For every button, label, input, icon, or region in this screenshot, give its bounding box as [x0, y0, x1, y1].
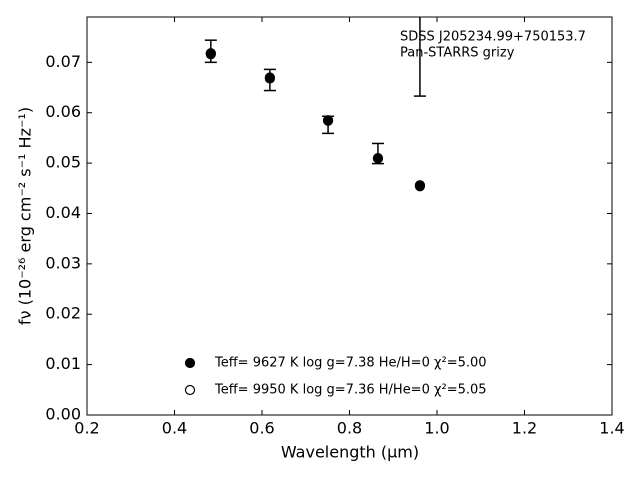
data-point — [264, 72, 275, 83]
legend-label: Teff= 9627 K log g=7.38 He/H=0 χ²=5.00 — [214, 356, 487, 371]
y-axis-label: fν (10⁻²⁶ erg cm⁻² s⁻¹ Hz⁻¹) — [16, 107, 35, 325]
x-tick-label: 0.8 — [337, 419, 362, 438]
y-tick-label: 0.04 — [45, 203, 81, 222]
x-tick-label: 1.2 — [512, 419, 537, 438]
y-tick-label: 0.01 — [45, 354, 81, 373]
x-axis-label: Wavelength (μm) — [281, 443, 419, 462]
plot-area — [204, 17, 426, 192]
y-tick-label: 0.00 — [45, 405, 81, 424]
data-point — [414, 180, 426, 191]
data-point — [205, 48, 216, 59]
annotation: Pan-STARRS grizy — [400, 46, 515, 61]
x-tick-label: 1.0 — [424, 419, 449, 438]
y-tick-label: 0.05 — [45, 153, 81, 172]
x-tick-label: 0.4 — [162, 419, 187, 438]
x-tick-label: 0.6 — [249, 419, 274, 438]
annotation: SDSS J205234.99+750153.7 — [400, 30, 586, 45]
legend-label: Teff= 9950 K log g=7.36 H/He=0 χ²=5.05 — [214, 383, 487, 398]
y-tick-label: 0.03 — [45, 253, 81, 272]
y-tick-label: 0.07 — [45, 52, 81, 71]
y-tick-label: 0.06 — [45, 102, 81, 121]
data-point — [372, 152, 384, 164]
y-tick-label: 0.02 — [45, 304, 81, 323]
legend-marker — [184, 357, 196, 369]
legend-marker — [184, 384, 196, 396]
x-tick-label: 0.2 — [74, 419, 99, 438]
x-tick-label: 1.4 — [599, 419, 624, 438]
data-point — [322, 115, 334, 126]
